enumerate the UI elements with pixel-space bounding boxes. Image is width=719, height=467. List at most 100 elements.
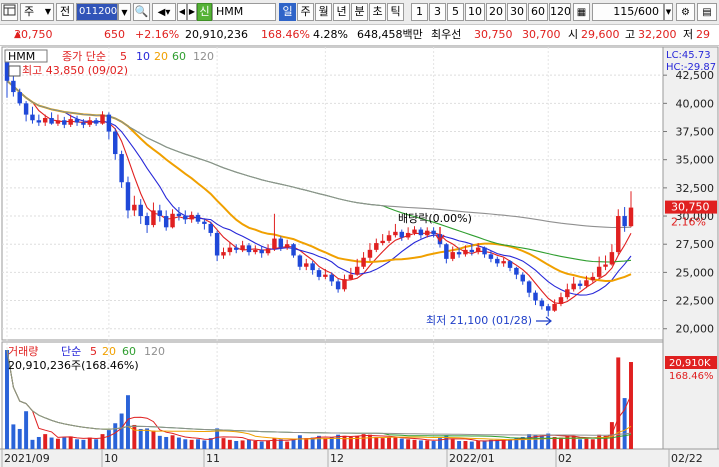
candle-body	[291, 244, 296, 256]
candle-body	[151, 210, 156, 226]
split-view-button[interactable]: ▦	[573, 3, 590, 21]
tab-period-second[interactable]: 초	[369, 3, 386, 21]
volume-bar	[488, 439, 493, 449]
volume-bar	[616, 357, 621, 449]
code-dropdown-button[interactable]: ▼	[118, 3, 131, 21]
tab-period-week[interactable]: 주	[297, 3, 314, 21]
volume-bar	[609, 422, 614, 449]
x-tick-label: 10	[104, 452, 118, 465]
candle-body	[342, 279, 347, 290]
candle-body	[450, 252, 455, 259]
candle-body	[399, 231, 405, 238]
toolbox-button[interactable]: ▤	[697, 3, 717, 21]
candle-body	[431, 230, 436, 235]
layout-icon[interactable]	[1, 3, 18, 21]
candle-body	[469, 249, 475, 253]
low-arrow	[536, 316, 552, 326]
candle-body	[138, 204, 143, 217]
minute-option-3[interactable]: 3	[429, 3, 446, 21]
quote-bar: 30,750 ▲ 650 +2.16% 20,910,236 168.46% 4…	[0, 25, 719, 46]
market-select[interactable]: 주 ▼	[20, 3, 54, 21]
volume-bar	[81, 439, 86, 449]
volume-bar	[119, 413, 124, 449]
prev-button[interactable]: 전	[56, 3, 74, 21]
candle-body	[444, 244, 449, 259]
volume-bar	[202, 440, 207, 449]
volume-bar	[17, 428, 22, 449]
minute-option-120[interactable]: 120	[549, 3, 571, 21]
candle-body	[17, 92, 22, 104]
x-tick-label: 2021/09	[4, 452, 50, 465]
candle-body	[514, 267, 519, 275]
volume-bar	[62, 437, 67, 449]
legend-toggle-icon[interactable]	[8, 65, 21, 77]
low-note: 최저 21,100 (01/28)	[426, 314, 532, 327]
dividend-note: 배당락(0.00%)	[398, 212, 472, 225]
low-label: 저	[683, 28, 694, 41]
minute-option-60[interactable]: 60	[528, 3, 548, 21]
minute-option-30[interactable]: 30	[507, 3, 527, 21]
tab-period-month[interactable]: 월	[315, 3, 332, 21]
volume-bar	[514, 437, 519, 449]
y-axis-area	[662, 46, 719, 450]
minute-option-5[interactable]: 5	[447, 3, 464, 21]
candle-body	[571, 283, 576, 290]
volume-bar	[361, 434, 366, 449]
candle-body	[539, 300, 545, 307]
volume-bar	[457, 440, 462, 449]
search-button[interactable]: 🔍	[133, 3, 150, 21]
tab-period-year[interactable]: 년	[333, 3, 350, 21]
symbol-box	[4, 49, 48, 63]
tab-period-minute[interactable]: 분	[351, 3, 368, 21]
candle-body	[526, 281, 532, 293]
candle-body	[246, 245, 252, 253]
minute-option-10[interactable]: 10	[465, 3, 485, 21]
volume-bar	[304, 438, 309, 449]
candle-body	[622, 216, 627, 227]
volume-bar	[469, 441, 474, 449]
y-tick-label: 22,500	[676, 295, 715, 308]
candle-body	[125, 182, 131, 211]
scroll-down-button[interactable]: ▼	[664, 3, 673, 21]
volume-bar	[5, 350, 9, 449]
next-stock-button[interactable]: ▶	[187, 3, 197, 21]
candle-body	[609, 252, 615, 265]
chart-settings-button[interactable]: ⚙	[676, 3, 695, 21]
candle-body	[265, 248, 271, 254]
volume-bar	[418, 440, 423, 449]
price-legend-ma20: 20	[154, 50, 168, 63]
candle-body	[393, 231, 398, 236]
volume-bar	[170, 435, 175, 449]
high-note: 최고 43,850 (09/02)	[22, 64, 128, 77]
stock-name-field[interactable]: HMM	[212, 3, 276, 21]
prev-stock-button[interactable]: ◀	[177, 3, 187, 21]
candle-body	[386, 235, 392, 241]
sound-button[interactable]: ◀▾	[152, 3, 176, 21]
volume-legend-title: 거래량	[8, 345, 38, 358]
volume-bar	[571, 435, 576, 449]
tab-period-day[interactable]: 일	[279, 3, 296, 21]
volume-bar	[49, 437, 54, 449]
candle-body	[176, 213, 182, 217]
volume-bar	[520, 436, 525, 449]
price-chart[interactable]: 42,50040,00037,50035,00032,50030,00027,5…	[0, 46, 719, 467]
candle-body	[367, 249, 373, 258]
tab-period-tick[interactable]: 틱	[387, 3, 404, 21]
candle-body	[93, 120, 99, 124]
stock-code-input[interactable]: 011200	[76, 3, 118, 21]
volume-current-label: 20,910K	[669, 358, 711, 369]
minute-option-20[interactable]: 20	[486, 3, 506, 21]
toolbar: 주 ▼ 전 011200 ▼ 🔍 ◀▾ ◀ ▶ 신 HMM 일 주 월 년 분 초…	[0, 0, 719, 25]
candle-body	[374, 243, 379, 250]
candle-body	[380, 240, 385, 244]
volume-bar	[355, 435, 360, 449]
candle-body	[183, 216, 188, 220]
candle-body	[4, 59, 10, 81]
dividend-arrow	[435, 227, 445, 243]
candle-body	[144, 216, 150, 226]
volume-bar	[55, 438, 60, 449]
volume-bar	[603, 435, 608, 449]
chevron-down-icon: ▼	[121, 8, 128, 17]
candle-body	[412, 229, 417, 233]
minute-option-1[interactable]: 1	[411, 3, 428, 21]
